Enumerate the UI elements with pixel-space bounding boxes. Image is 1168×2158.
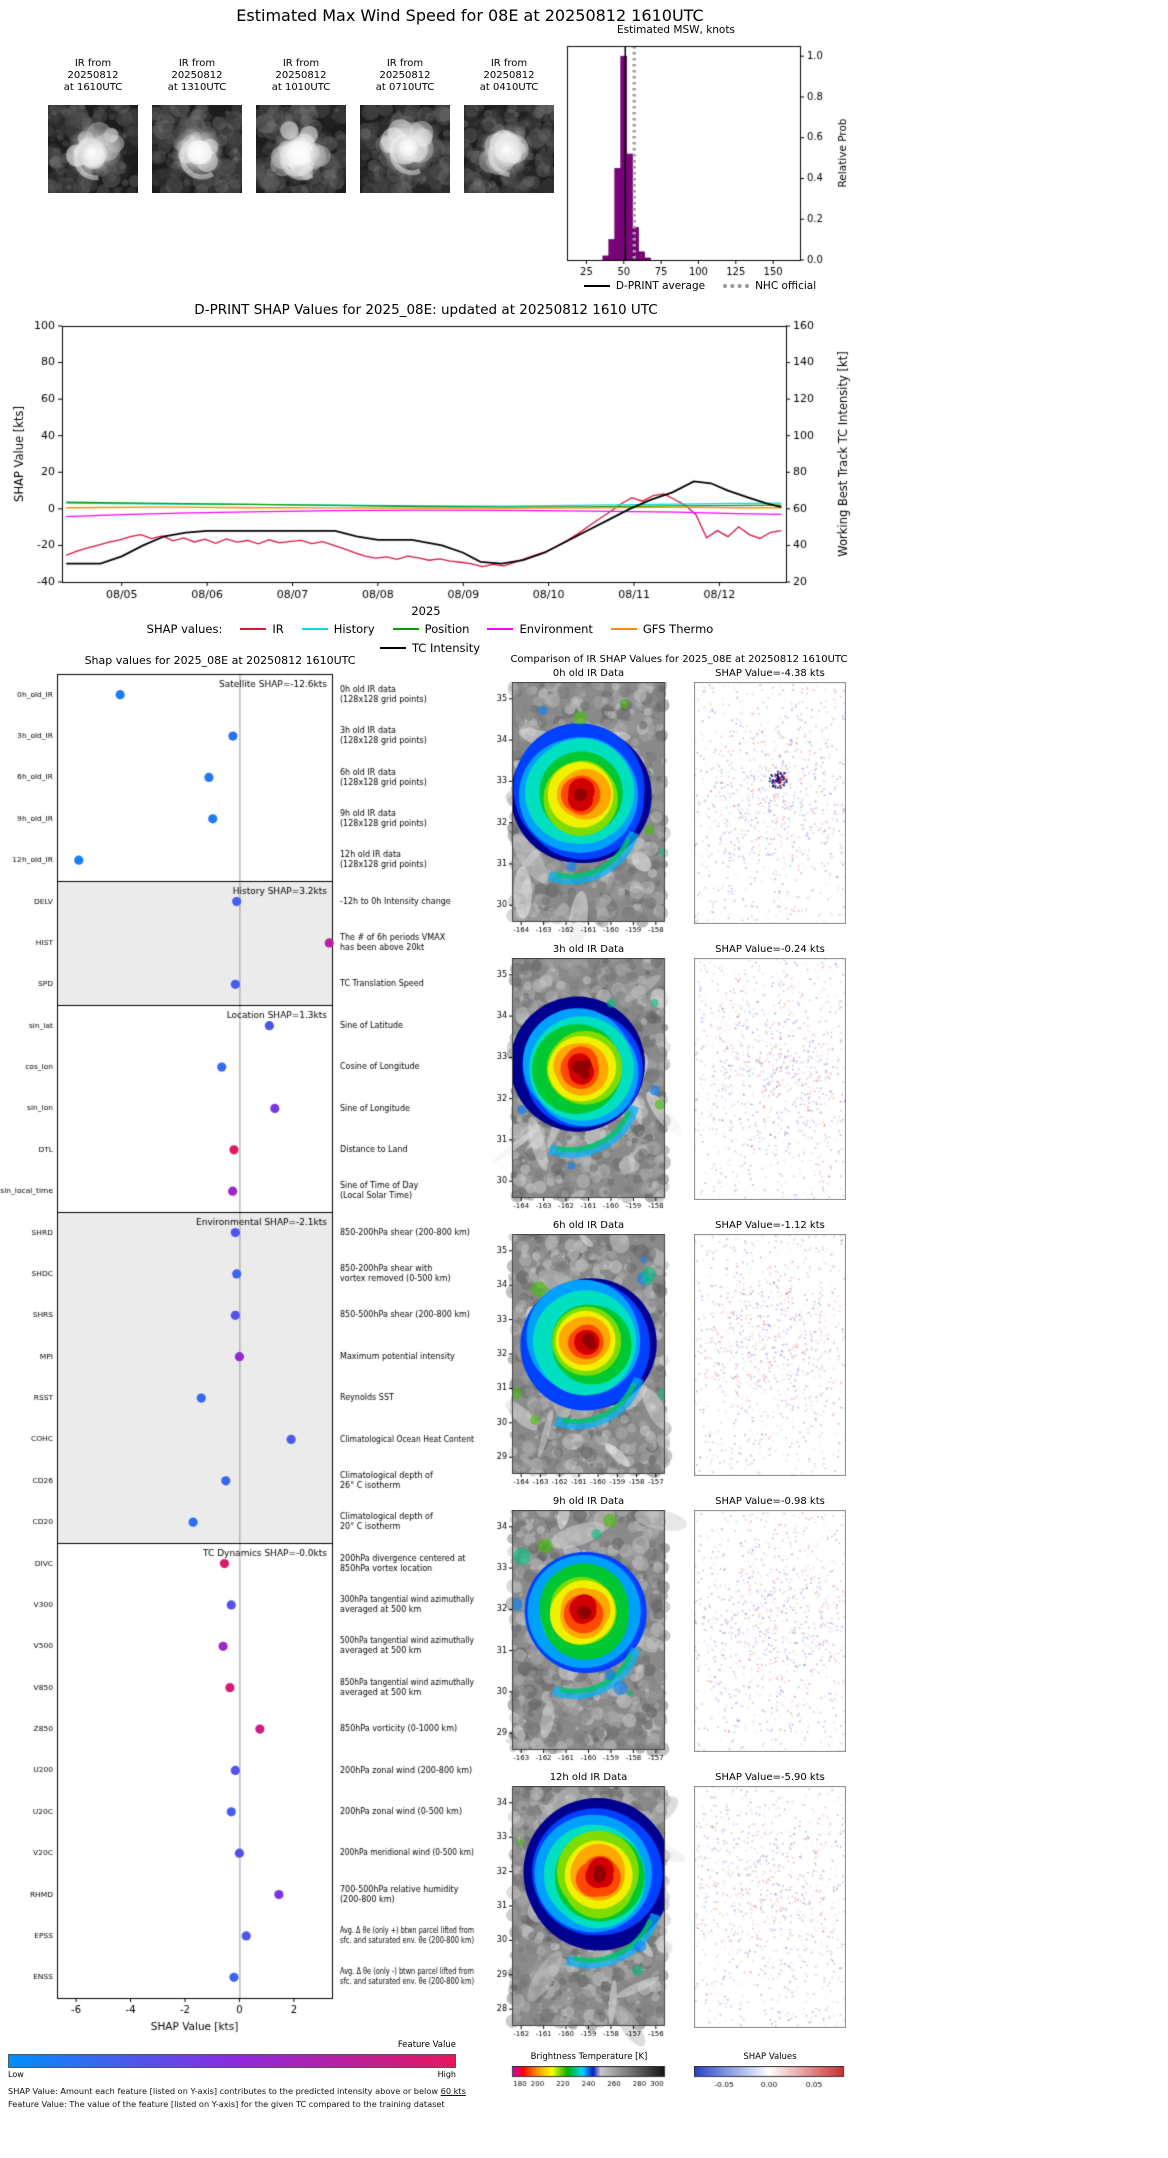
thumb-label-line: IR from	[282, 58, 320, 69]
thumb-label-line: at 1310UTC	[167, 82, 227, 94]
gfs-thermo-line-swatch	[610, 628, 637, 630]
legend-label: Position	[424, 622, 470, 636]
ir-thumbnail-4: IR from 20250812 at 0410UTC	[464, 58, 554, 193]
ir-thumbnail-label: IR from 20250812 at 1310UTC	[152, 58, 242, 95]
ir-satellite-image	[48, 104, 138, 193]
histogram-legend: D-PRINT average NHC official	[545, 280, 855, 292]
comparison-title: Comparison of IR SHAP Values for 2025_08…	[510, 654, 848, 665]
thumb-label-line: 20250812	[379, 70, 431, 82]
msw-histogram-canvas	[543, 34, 865, 286]
thumb-label-line: 20250812	[483, 70, 535, 82]
ir-map-canvas-4	[478, 1786, 690, 2048]
colorbar-high-label: High	[437, 2070, 456, 2079]
shap-values-colorbar	[694, 2066, 846, 2096]
ir-satellite-image	[152, 104, 242, 193]
legend-label: Environment	[519, 622, 593, 636]
shap-map-canvas-3	[694, 1510, 846, 1752]
nhc-dotted-swatch	[723, 284, 750, 288]
legend-label: TC Intensity	[411, 641, 481, 655]
colorbar-low-label: Low	[8, 2070, 24, 2079]
legend-item-ir: IR	[240, 622, 284, 636]
shap-map-title-4: SHAP Value=-5.90 kts	[715, 1772, 825, 1783]
timeseries-legend-row1: SHAP values: IR History Position Environ…	[30, 622, 830, 636]
ir-satellite-image	[360, 104, 450, 193]
shap-map-canvas-1	[694, 958, 846, 1200]
legend-label: IR	[272, 622, 284, 636]
ir-thumbnail-1: IR from 20250812 at 1310UTC	[152, 58, 242, 193]
ir-map-title-3: 9h old IR Data	[552, 1496, 625, 1507]
legend-item-dprint: D-PRINT average	[583, 280, 706, 292]
legend-label: NHC official	[755, 280, 817, 292]
shap-dotplot-canvas	[0, 662, 478, 2040]
thumb-label-line: IR from	[490, 58, 528, 69]
histogram-title: Estimated MSW, knots	[617, 24, 735, 36]
legend-label: History	[333, 622, 375, 636]
ir-thumbnail-3: IR from 20250812 at 0710UTC	[360, 58, 450, 193]
thumb-label-line: 20250812	[67, 70, 119, 82]
bt-colorbar	[478, 2066, 690, 2096]
feature-value-colorbar-title: Feature Value	[397, 2040, 456, 2050]
timeseries-canvas	[6, 318, 858, 602]
thumb-label-line: at 1610UTC	[63, 82, 123, 94]
ir-map-canvas-1	[478, 958, 690, 1220]
ir-thumbnail-0: IR from 20250812 at 1610UTC	[48, 58, 138, 193]
shap-map-canvas-4	[694, 1786, 846, 2028]
thumb-label-line: 20250812	[275, 70, 327, 82]
legend-caption: SHAP values:	[146, 622, 223, 636]
ir-map-title-0: 0h old IR Data	[552, 668, 625, 679]
shap-map-canvas-2	[694, 1234, 846, 1476]
ir-thumbnail-label: IR from 20250812 at 0410UTC	[464, 58, 554, 95]
legend-item-nhc: NHC official	[723, 280, 816, 292]
ir-map-title-1: 3h old IR Data	[552, 944, 625, 955]
timeseries-xlabel: 2025	[411, 604, 441, 618]
ir-map-title-2: 6h old IR Data	[552, 1220, 625, 1231]
ir-line-swatch	[240, 628, 267, 630]
bt-colorbar-title: Brightness Temperature [K]	[530, 2052, 648, 2062]
ir-satellite-image	[256, 104, 346, 193]
thumb-label-line: 20250812	[171, 70, 223, 82]
timeseries-legend-row2: TC Intensity	[30, 641, 830, 655]
thumb-label-line: at 0710UTC	[375, 82, 435, 94]
ir-satellite-image	[464, 104, 554, 193]
legend-item-tc-intensity: TC Intensity	[379, 641, 481, 655]
shap-map-title-2: SHAP Value=-1.12 kts	[715, 1220, 825, 1231]
history-line-swatch	[301, 628, 328, 630]
footnote-underlined-text: 60 kts	[440, 2086, 466, 2096]
ir-map-canvas-2	[478, 1234, 690, 1496]
ir-map-canvas-3	[478, 1510, 690, 1772]
legend-item-gfs-thermo: GFS Thermo	[610, 622, 714, 636]
thumb-label-line: IR from	[178, 58, 216, 69]
shap-value-footnote: SHAP Value: Amount each feature [listed …	[8, 2086, 478, 2096]
ir-thumbnail-2: IR from 20250812 at 1010UTC	[256, 58, 346, 193]
legend-item-environment: Environment	[487, 622, 593, 636]
legend-label: D-PRINT average	[615, 280, 706, 292]
ir-map-title-4: 12h old IR Data	[549, 1772, 628, 1783]
dprint-line-swatch	[583, 285, 610, 287]
feature-value-colorbar	[8, 2054, 456, 2068]
ir-thumbnail-label: IR from 20250812 at 1610UTC	[48, 58, 138, 95]
environment-line-swatch	[487, 628, 514, 630]
timeseries-title: D-PRINT SHAP Values for 2025_08E: update…	[194, 302, 658, 318]
page-title: Estimated Max Wind Speed for 08E at 2025…	[236, 6, 704, 25]
position-line-swatch	[392, 628, 419, 630]
ir-map-canvas-0	[478, 682, 690, 944]
shap-colorbar-title: SHAP Values	[743, 2052, 797, 2062]
thumb-label-line: at 0410UTC	[479, 82, 539, 94]
footnote-text: SHAP Value: Amount each feature [listed …	[8, 2086, 441, 2096]
legend-item-history: History	[301, 622, 375, 636]
legend-label: GFS Thermo	[642, 622, 714, 636]
thumb-label-line: at 1010UTC	[271, 82, 331, 94]
ir-thumbnail-label: IR from 20250812 at 0710UTC	[360, 58, 450, 95]
tc-intensity-line-swatch	[379, 647, 406, 649]
thumb-label-line: IR from	[74, 58, 112, 69]
feature-value-footnote: Feature Value: The value of the feature …	[8, 2099, 445, 2109]
shap-map-title-3: SHAP Value=-0.98 kts	[715, 1496, 825, 1507]
ir-thumbnail-label: IR from 20250812 at 1010UTC	[256, 58, 346, 95]
shap-map-canvas-0	[694, 682, 846, 924]
shap-map-title-1: SHAP Value=-0.24 kts	[715, 944, 825, 955]
legend-item-position: Position	[392, 622, 470, 636]
thumb-label-line: IR from	[386, 58, 424, 69]
shap-map-title-0: SHAP Value=-4.38 kts	[715, 668, 825, 679]
